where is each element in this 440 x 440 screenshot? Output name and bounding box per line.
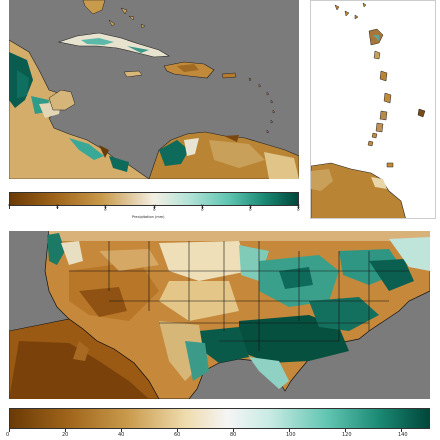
caribbean-tick-mark xyxy=(298,206,299,209)
jamaica-land xyxy=(123,70,143,78)
antilles-inset-map xyxy=(310,0,436,219)
conus-map xyxy=(9,231,430,399)
conus-tick-mark xyxy=(9,429,10,432)
puerto-rico-land xyxy=(221,72,237,79)
conus-tick-mark xyxy=(345,429,346,432)
caribbean-colorbar xyxy=(9,192,299,206)
conus-tick-label: 100 xyxy=(286,432,296,438)
caribbean-tick-label: 0 xyxy=(7,204,11,207)
caribbean-tick-mark xyxy=(105,206,107,209)
central-america-land xyxy=(9,39,150,179)
conus-tick-label: 120 xyxy=(342,432,352,438)
conus-tick-mark xyxy=(401,429,402,432)
florida-land xyxy=(82,0,106,15)
conus-tick-mark xyxy=(233,429,234,432)
caribbean-tick-label: 200 xyxy=(199,204,204,211)
conus-tick-mark xyxy=(289,429,290,432)
caribbean-tick-mark xyxy=(249,206,251,209)
conus-tick-mark xyxy=(65,429,66,432)
conus-tick-label: 0 xyxy=(6,432,10,438)
caribbean-tick-mark xyxy=(9,206,10,209)
conus-tick-label: 20 xyxy=(62,432,69,438)
conus-tick-mark xyxy=(177,429,178,432)
caribbean-tick-mark xyxy=(153,206,155,209)
conus-tick-label: 60 xyxy=(174,432,181,438)
caribbean-map xyxy=(9,0,299,179)
caribbean-tick-mark xyxy=(57,206,59,209)
caribbean-tick-label: 300 xyxy=(296,204,300,211)
yucatan-land xyxy=(48,89,76,111)
caribbean-colorbar-label: Precipitation (mm) xyxy=(132,215,165,219)
conus-tick-label: 80 xyxy=(230,432,237,438)
caribbean-tick-label: 250 xyxy=(247,204,252,211)
bahamas-land xyxy=(108,7,146,29)
caribbean-tick-label: 150 xyxy=(151,204,156,211)
caribbean-tick-label: 100 xyxy=(103,204,108,211)
caribbean-tick-label: 50 xyxy=(55,204,60,209)
cuba-land xyxy=(57,32,170,58)
conus-colorbar xyxy=(9,408,430,429)
conus-tick-label: 140 xyxy=(398,432,408,438)
caribbean-tick-mark xyxy=(201,206,203,209)
conus-tick-mark xyxy=(121,429,122,432)
canada-land xyxy=(49,231,430,241)
conus-tick-label: 40 xyxy=(118,432,125,438)
